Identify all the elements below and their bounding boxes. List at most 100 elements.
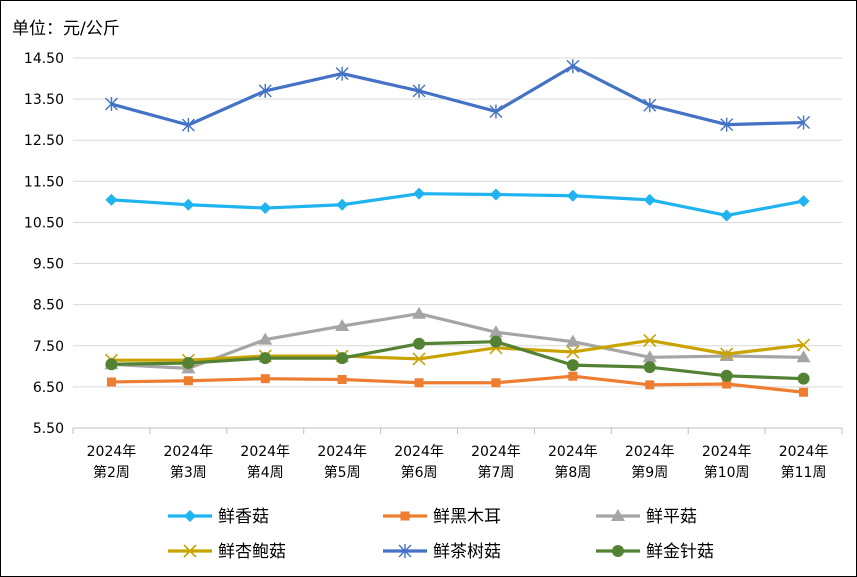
data-point bbox=[796, 338, 811, 352]
data-point bbox=[720, 117, 734, 132]
x-tick-label: 2024年 bbox=[317, 444, 367, 460]
data-point bbox=[260, 374, 270, 384]
x-tick-label: 第10周 bbox=[704, 464, 750, 481]
legend-label: 鲜平菇 bbox=[646, 507, 697, 527]
data-point bbox=[566, 345, 580, 359]
data-point bbox=[335, 319, 350, 332]
series-line-2 bbox=[111, 374, 804, 394]
data-point bbox=[566, 59, 580, 74]
y-tick-label: 13.50 bbox=[24, 92, 64, 108]
x-tick-label: 2024年 bbox=[625, 444, 675, 460]
data-point bbox=[643, 193, 656, 206]
legend-label: 鲜金针菇 bbox=[646, 542, 714, 562]
legend-label: 鲜黑木耳 bbox=[433, 507, 501, 527]
data-point bbox=[105, 193, 118, 206]
legend-label: 鲜杏鲍菇 bbox=[218, 542, 286, 562]
x-tick-label: 第9周 bbox=[631, 464, 668, 481]
x-tick-label: 2024年 bbox=[394, 444, 444, 460]
y-tick-label: 14.50 bbox=[24, 51, 64, 67]
data-point bbox=[643, 333, 657, 347]
data-point bbox=[489, 335, 502, 348]
data-point bbox=[412, 306, 427, 319]
data-point bbox=[182, 198, 195, 211]
data-point bbox=[259, 202, 272, 215]
y-tick-label: 11.50 bbox=[24, 174, 64, 190]
data-point bbox=[796, 350, 811, 363]
legend-marker bbox=[611, 509, 625, 521]
y-tick-label: 10.50 bbox=[24, 215, 64, 231]
x-tick-label: 2024年 bbox=[240, 444, 290, 460]
series-line-4 bbox=[111, 338, 804, 362]
x-tick-label: 第6周 bbox=[401, 464, 438, 481]
legend-marker bbox=[612, 545, 624, 557]
data-point bbox=[797, 195, 810, 208]
x-tick-label: 2024年 bbox=[548, 444, 598, 460]
data-point bbox=[258, 332, 273, 345]
data-point bbox=[335, 66, 349, 81]
x-tick-label: 2024年 bbox=[471, 444, 521, 460]
series-line-6 bbox=[111, 340, 804, 381]
data-point bbox=[491, 378, 501, 388]
data-point bbox=[259, 352, 272, 365]
data-point bbox=[414, 378, 424, 388]
data-point bbox=[489, 104, 503, 119]
data-point bbox=[720, 209, 733, 222]
data-point bbox=[799, 387, 809, 397]
y-tick-label: 7.50 bbox=[33, 339, 64, 355]
x-tick-label: 2024年 bbox=[87, 444, 137, 460]
data-point bbox=[258, 83, 272, 98]
data-point bbox=[413, 187, 426, 200]
data-point bbox=[568, 371, 578, 381]
x-tick-label: 2024年 bbox=[702, 444, 752, 460]
data-point bbox=[565, 334, 580, 347]
data-point bbox=[643, 98, 657, 113]
data-point bbox=[566, 359, 579, 372]
data-point bbox=[106, 377, 116, 387]
data-point bbox=[488, 325, 503, 338]
data-point bbox=[337, 374, 347, 384]
legend-marker bbox=[398, 544, 412, 558]
data-point bbox=[720, 347, 734, 361]
data-point bbox=[181, 118, 195, 133]
unit-label: 单位：元/公斤 bbox=[12, 19, 120, 39]
legend-label: 鲜茶树菇 bbox=[433, 542, 501, 562]
series-line-3 bbox=[111, 312, 804, 370]
legend-label: 鲜香菇 bbox=[218, 507, 269, 527]
y-tick-label: 12.50 bbox=[24, 133, 64, 149]
x-tick-label: 第5周 bbox=[324, 464, 361, 481]
x-tick-label: 第3周 bbox=[170, 464, 207, 481]
legend-marker bbox=[183, 544, 197, 558]
y-tick-label: 9.50 bbox=[33, 257, 64, 273]
data-point bbox=[642, 350, 657, 363]
data-point bbox=[336, 352, 349, 365]
data-point bbox=[797, 115, 811, 130]
x-tick-label: 2024年 bbox=[164, 444, 214, 460]
x-tick-label: 第8周 bbox=[554, 464, 591, 481]
data-point bbox=[412, 83, 426, 98]
x-tick-label: 第11周 bbox=[781, 464, 827, 481]
data-point bbox=[566, 189, 579, 202]
data-point bbox=[720, 369, 733, 382]
x-tick-label: 第7周 bbox=[477, 464, 514, 481]
legend-marker bbox=[184, 510, 196, 522]
data-point bbox=[645, 380, 655, 390]
data-point bbox=[336, 198, 349, 211]
x-tick-label: 第4周 bbox=[247, 464, 284, 481]
data-point bbox=[797, 372, 810, 385]
x-tick-label: 2024年 bbox=[779, 444, 829, 460]
y-tick-label: 5.50 bbox=[33, 421, 64, 437]
data-point bbox=[489, 188, 502, 201]
data-point bbox=[104, 97, 118, 112]
data-point bbox=[183, 376, 193, 386]
x-tick-label: 第2周 bbox=[93, 464, 130, 481]
data-point bbox=[722, 379, 732, 389]
data-point bbox=[182, 357, 195, 370]
data-point bbox=[412, 352, 426, 366]
y-tick-label: 6.50 bbox=[33, 380, 64, 396]
series-line-5 bbox=[111, 64, 804, 127]
legend-marker bbox=[400, 511, 410, 521]
data-point bbox=[643, 361, 656, 374]
series-line-1 bbox=[111, 192, 804, 218]
